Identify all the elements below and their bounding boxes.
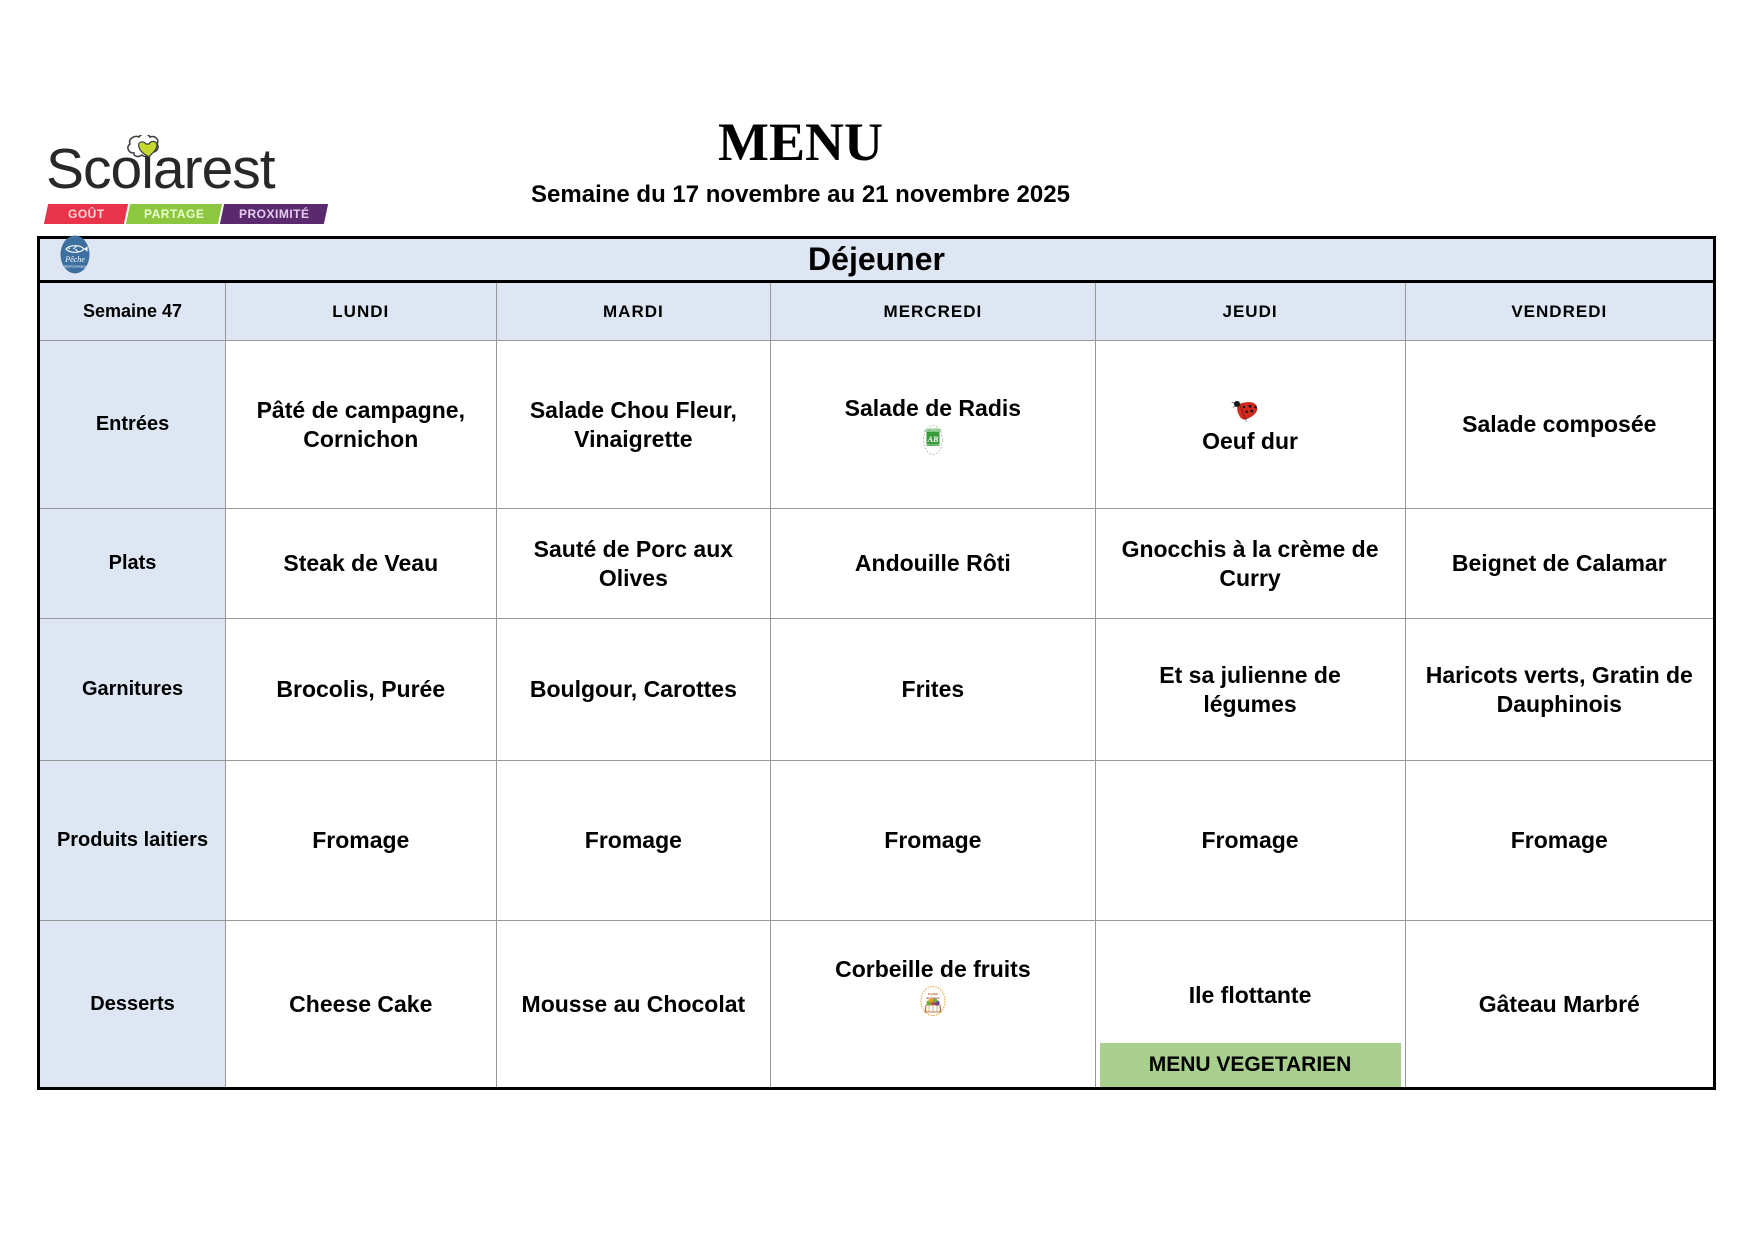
svg-text:Pêche: Pêche xyxy=(64,255,85,264)
svg-text:BIOLOGIQUE: BIOLOGIQUE xyxy=(926,444,940,446)
svg-text:RESPONSABLE: RESPONSABLE xyxy=(64,265,86,269)
svg-text:AGRICULTURE: AGRICULTURE xyxy=(924,429,942,432)
svg-text:AB: AB xyxy=(927,435,939,444)
